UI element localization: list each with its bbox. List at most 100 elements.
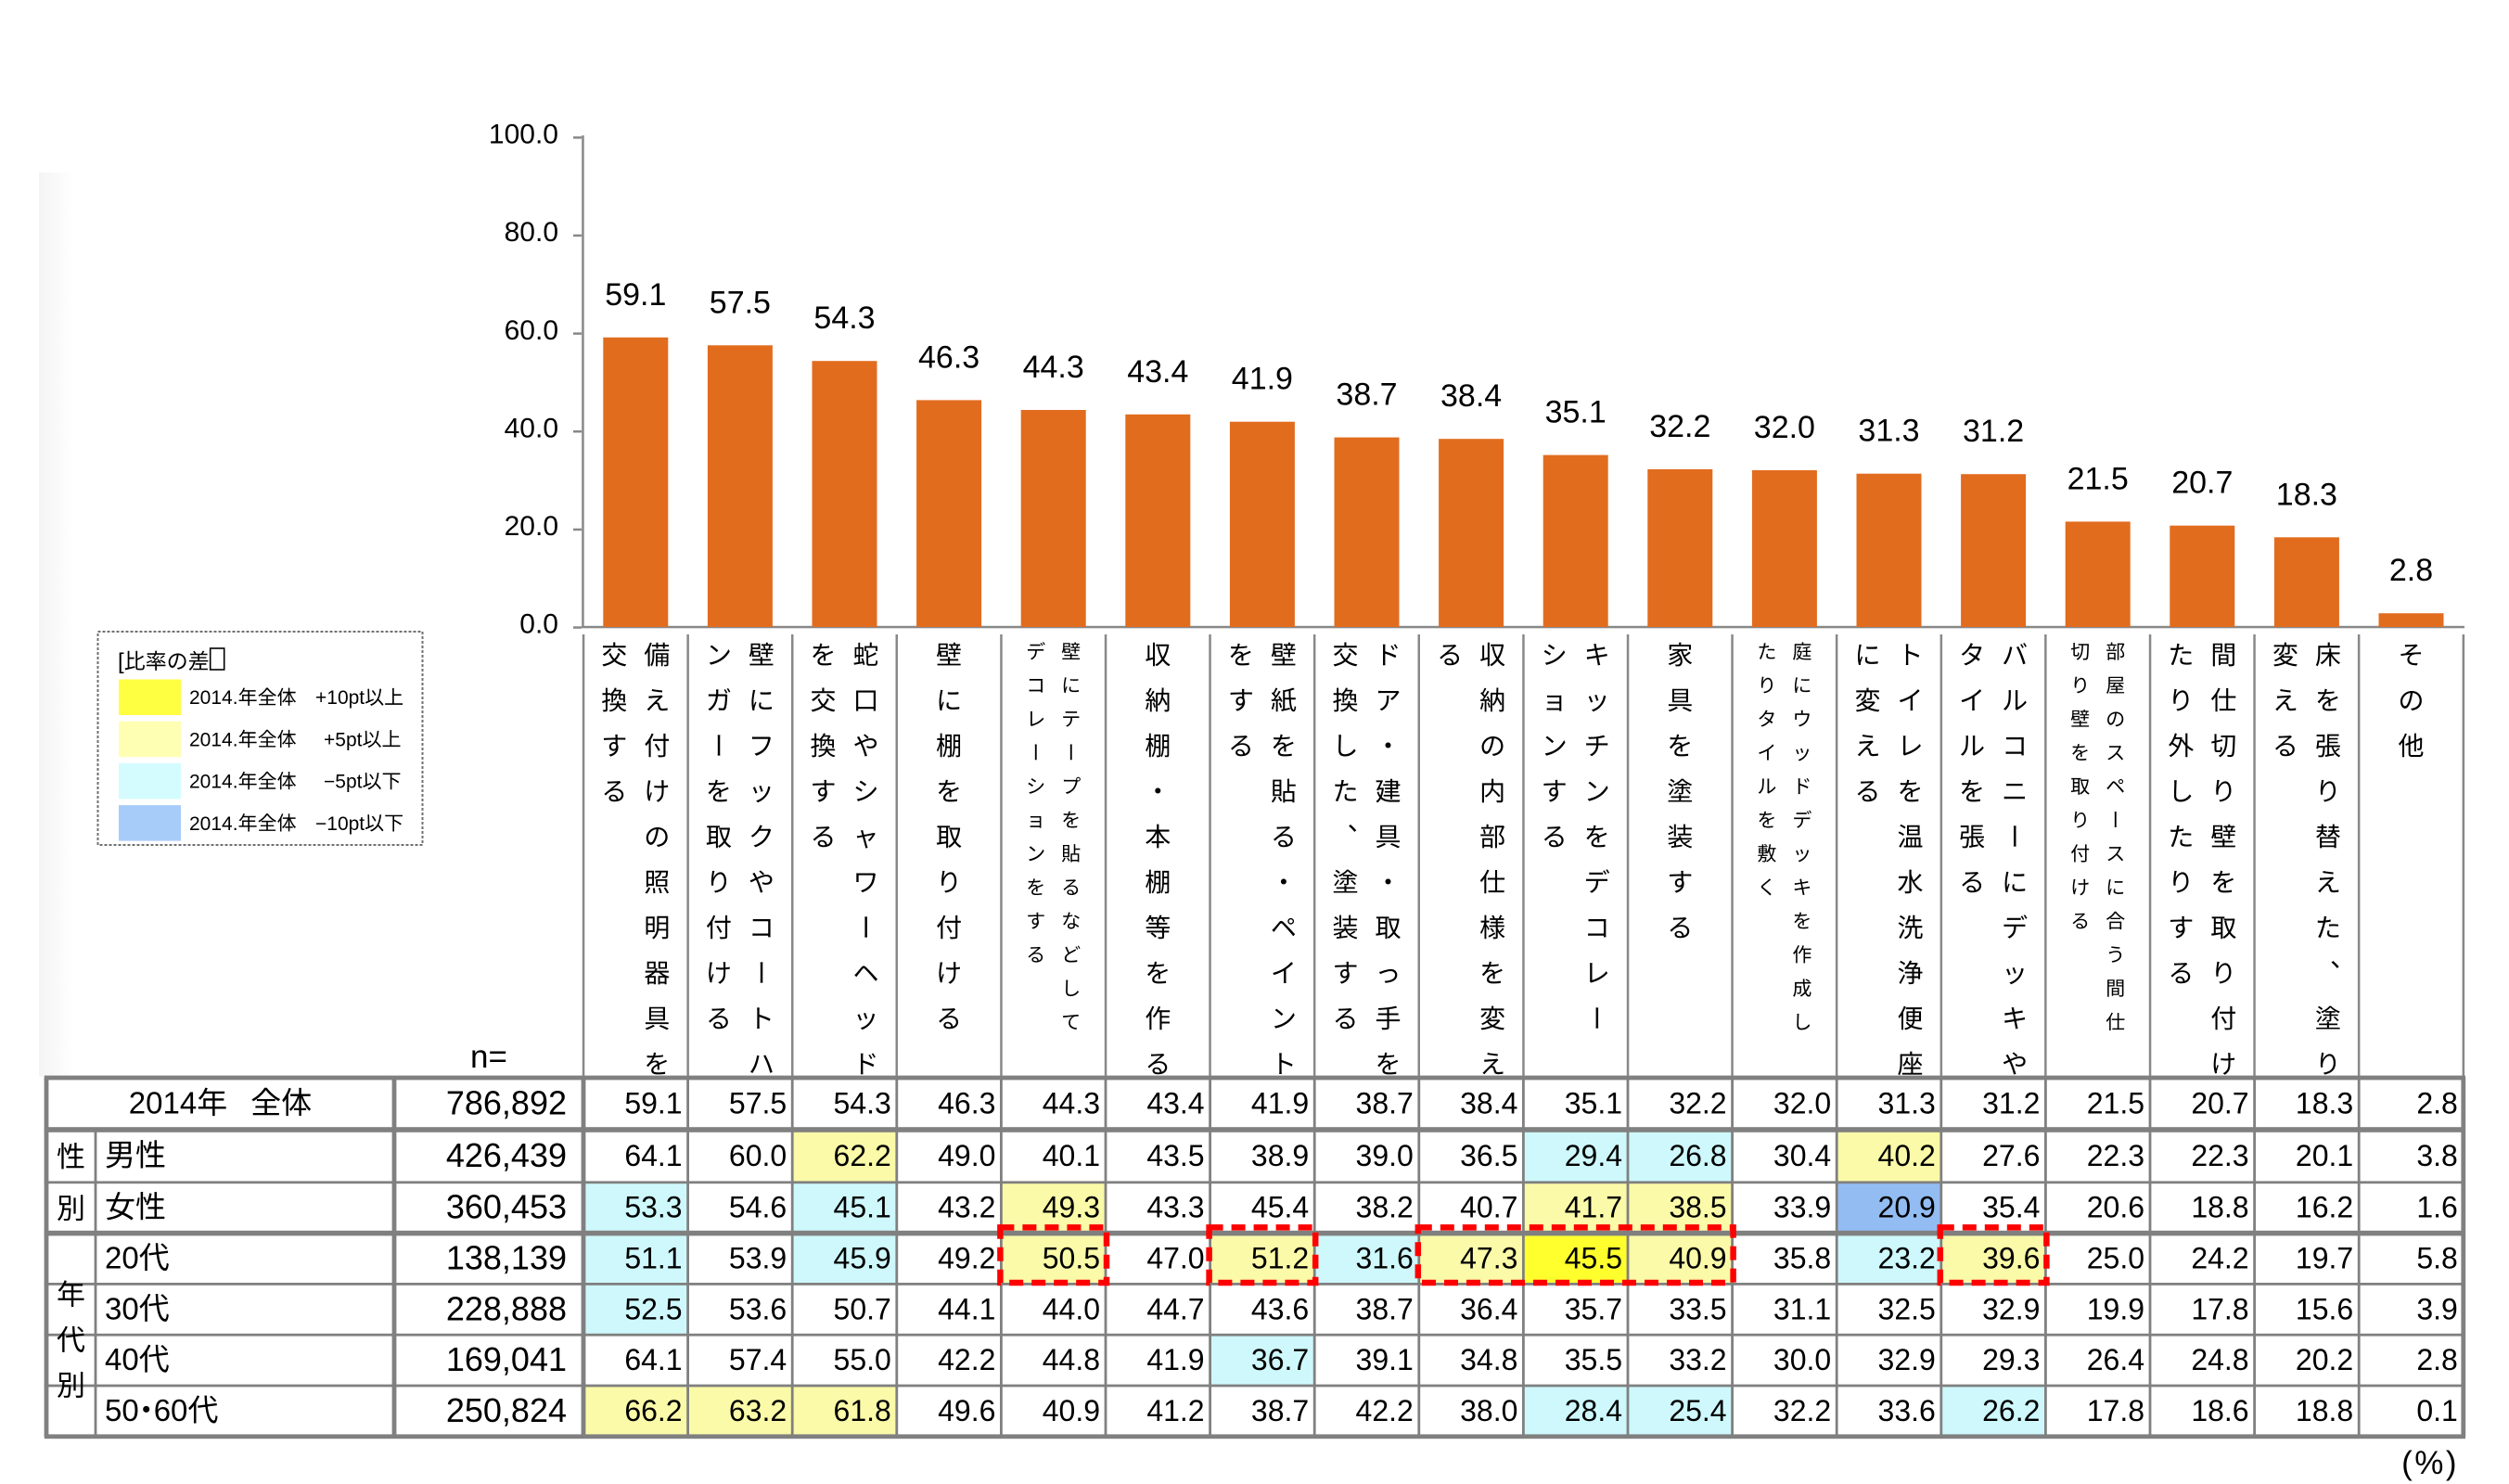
svg-text:21.5: 21.5 [2087, 1087, 2144, 1120]
svg-text:250,824: 250,824 [446, 1391, 567, 1429]
svg-text:35.8: 35.8 [1773, 1242, 1831, 1275]
svg-text:44.1: 44.1 [938, 1292, 995, 1325]
svg-text:32.2: 32.2 [1649, 409, 1710, 444]
svg-text:2014: 2014 [129, 1086, 197, 1120]
svg-text:360,453: 360,453 [446, 1188, 567, 1226]
svg-text:−10pt: −10pt [315, 813, 365, 835]
svg-text:20.0: 20.0 [505, 511, 558, 542]
svg-text:228,888: 228,888 [446, 1289, 567, 1327]
svg-text:27.6: 27.6 [1982, 1139, 2040, 1172]
svg-text:31.2: 31.2 [1982, 1087, 2040, 1120]
svg-text:45.9: 45.9 [834, 1242, 891, 1275]
svg-text:41.7: 41.7 [1565, 1191, 1622, 1224]
svg-text:53.9: 53.9 [729, 1242, 787, 1275]
svg-text:63.2: 63.2 [729, 1394, 787, 1427]
svg-text:169,041: 169,041 [446, 1340, 567, 1378]
svg-text:35.4: 35.4 [1982, 1191, 2040, 1224]
svg-text:32.0: 32.0 [1773, 1087, 1831, 1120]
svg-text:38.7: 38.7 [1356, 1292, 1414, 1325]
svg-text:59.1: 59.1 [624, 1087, 682, 1120]
svg-text:54.3: 54.3 [813, 301, 875, 336]
svg-text:25.0: 25.0 [2087, 1242, 2144, 1275]
svg-text:45.1: 45.1 [834, 1191, 891, 1224]
svg-text:31.3: 31.3 [1878, 1087, 1936, 1120]
svg-text:17.8: 17.8 [2191, 1292, 2248, 1325]
svg-text:45.5: 45.5 [1565, 1242, 1622, 1275]
svg-text:57.5: 57.5 [710, 285, 771, 320]
svg-text:38.4: 38.4 [1460, 1087, 1517, 1120]
svg-text:66.2: 66.2 [624, 1394, 682, 1427]
svg-text:50.5: 50.5 [1043, 1242, 1100, 1275]
svg-text:15.6: 15.6 [2296, 1292, 2353, 1325]
svg-text:51.1: 51.1 [624, 1242, 682, 1275]
svg-text:38.9: 38.9 [1251, 1139, 1309, 1172]
svg-text:18.8: 18.8 [2191, 1191, 2248, 1224]
svg-text:19.9: 19.9 [2087, 1292, 2144, 1325]
svg-text:30.4: 30.4 [1773, 1139, 1831, 1172]
svg-text:44.3: 44.3 [1023, 350, 1084, 385]
svg-text:20.7: 20.7 [2191, 1087, 2248, 1120]
svg-text:31.3: 31.3 [1858, 414, 1919, 449]
svg-text:22.3: 22.3 [2191, 1139, 2248, 1172]
svg-text:2.8: 2.8 [2416, 1087, 2457, 1120]
svg-text:38.2: 38.2 [1356, 1191, 1414, 1224]
svg-text:80.0: 80.0 [505, 217, 558, 248]
svg-text:786,892: 786,892 [446, 1084, 567, 1122]
svg-text:43.2: 43.2 [938, 1191, 995, 1224]
svg-text:38.4: 38.4 [1440, 378, 1502, 414]
svg-text:64.1: 64.1 [624, 1343, 682, 1376]
svg-text:41.9: 41.9 [1232, 362, 1293, 397]
svg-text:35.1: 35.1 [1545, 395, 1607, 430]
svg-text:50.7: 50.7 [834, 1292, 891, 1325]
svg-text:31.2: 31.2 [1963, 414, 2024, 449]
svg-text:57.5: 57.5 [729, 1087, 787, 1120]
svg-text:41.2: 41.2 [1146, 1394, 1204, 1427]
svg-text:23.2: 23.2 [1878, 1242, 1936, 1275]
svg-text:34.8: 34.8 [1460, 1343, 1517, 1376]
svg-text:41.9: 41.9 [1251, 1087, 1309, 1120]
svg-text:32.2: 32.2 [1669, 1087, 1726, 1120]
svg-text:38.0: 38.0 [1460, 1394, 1517, 1427]
svg-text:43.4: 43.4 [1127, 354, 1188, 390]
svg-text:33.6: 33.6 [1878, 1394, 1936, 1427]
svg-text:46.3: 46.3 [918, 339, 979, 375]
svg-text:35.1: 35.1 [1565, 1087, 1622, 1120]
svg-text:2.8: 2.8 [2416, 1343, 2457, 1376]
svg-text:20.6: 20.6 [2087, 1191, 2144, 1224]
svg-text:0.1: 0.1 [2416, 1394, 2457, 1427]
svg-text:18.6: 18.6 [2191, 1394, 2248, 1427]
svg-text:25.4: 25.4 [1669, 1394, 1726, 1427]
svg-text:53.3: 53.3 [624, 1191, 682, 1224]
svg-text:51.2: 51.2 [1251, 1242, 1309, 1275]
svg-text:32.0: 32.0 [1754, 410, 1815, 445]
svg-text:43.4: 43.4 [1146, 1087, 1204, 1120]
svg-text:24.2: 24.2 [2191, 1242, 2248, 1275]
svg-text:2.8: 2.8 [2389, 553, 2433, 588]
svg-text:2014.: 2014. [189, 729, 238, 750]
svg-text:3.9: 3.9 [2416, 1292, 2457, 1325]
svg-text:29.3: 29.3 [1982, 1343, 2040, 1376]
svg-text:60.0: 60.0 [505, 315, 558, 346]
svg-text:20: 20 [105, 1241, 139, 1275]
svg-text:100.0: 100.0 [489, 120, 558, 150]
svg-text:18.8: 18.8 [2296, 1394, 2353, 1427]
svg-text:42.2: 42.2 [1356, 1394, 1414, 1427]
svg-text:28.4: 28.4 [1565, 1394, 1622, 1427]
svg-text:38.5: 38.5 [1669, 1191, 1726, 1224]
svg-text:62.2: 62.2 [834, 1139, 891, 1172]
svg-text:17.8: 17.8 [2087, 1394, 2144, 1427]
svg-text:26.4: 26.4 [2087, 1343, 2144, 1376]
svg-text:33.9: 33.9 [1773, 1191, 1831, 1224]
svg-text:49.2: 49.2 [938, 1242, 995, 1275]
svg-text:50: 50 [105, 1393, 139, 1427]
svg-text:38.7: 38.7 [1336, 377, 1397, 413]
svg-text:49.3: 49.3 [1043, 1191, 1100, 1224]
svg-text:26.8: 26.8 [1669, 1139, 1726, 1172]
svg-text:55.0: 55.0 [834, 1343, 891, 1376]
svg-text:45.4: 45.4 [1251, 1191, 1309, 1224]
svg-text:+5pt: +5pt [324, 729, 363, 750]
svg-text:53.6: 53.6 [729, 1292, 787, 1325]
svg-text:138,139: 138,139 [446, 1239, 567, 1277]
svg-text:+10pt: +10pt [315, 687, 365, 709]
svg-text:(%): (%) [2401, 1445, 2459, 1481]
